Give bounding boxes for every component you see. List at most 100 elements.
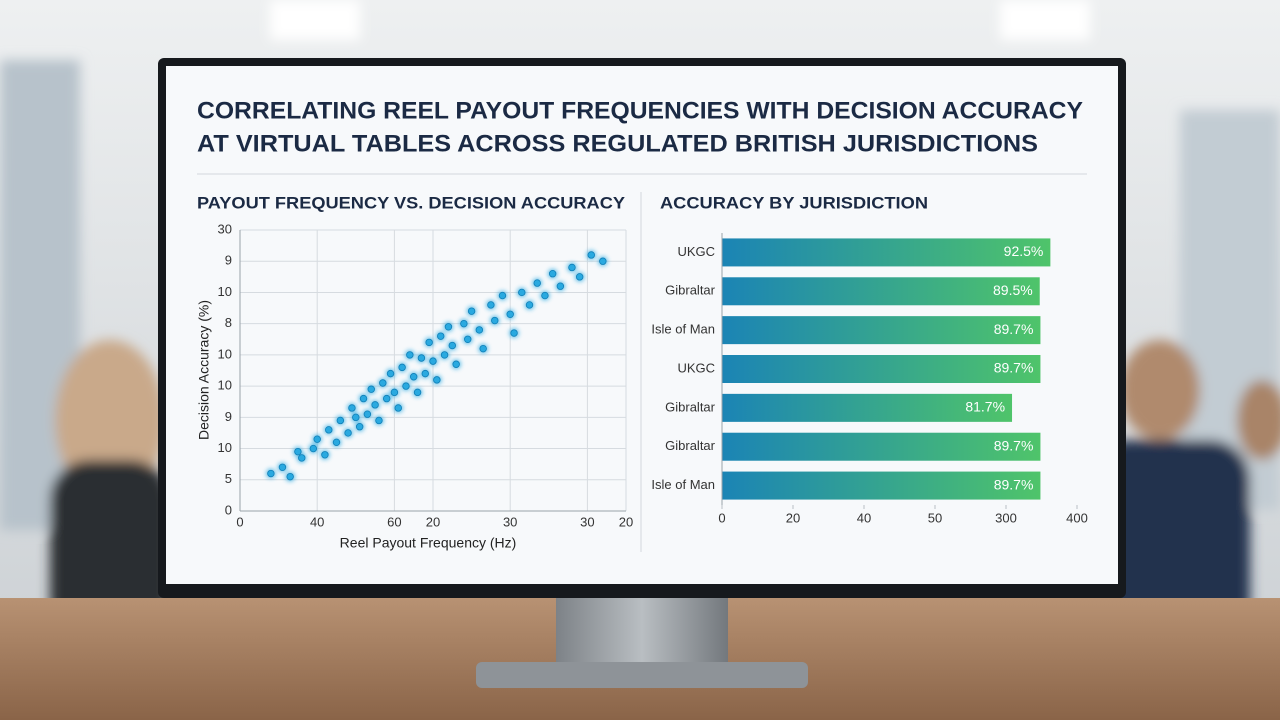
ceiling-light xyxy=(270,0,360,40)
scatter-point xyxy=(444,323,453,331)
y-tick-label: 10 xyxy=(218,378,232,393)
y-tick-label: 5 xyxy=(225,471,232,486)
y-tick-label: 10 xyxy=(218,346,232,361)
value-label: 89.7% xyxy=(994,437,1034,453)
value-label: 89.7% xyxy=(994,321,1034,337)
scatter-point xyxy=(460,319,468,328)
scatter-point xyxy=(464,335,472,343)
y-tick-label: 10 xyxy=(218,440,232,455)
scatter-point xyxy=(410,373,418,381)
person xyxy=(1090,440,1250,640)
scatter-point xyxy=(568,263,576,272)
scatter-point xyxy=(467,307,476,315)
x-tick-label: 40 xyxy=(857,510,871,525)
scatter-point xyxy=(398,363,406,372)
x-axis-label: Reel Payout Frequency (Hz) xyxy=(340,535,517,551)
scatter-point xyxy=(440,351,449,359)
scatter-point xyxy=(421,369,429,378)
y-tick-label: 10 xyxy=(218,284,232,299)
value-label: 81.7% xyxy=(965,399,1005,415)
value-label: 89.7% xyxy=(994,476,1034,492)
scatter-point xyxy=(313,435,321,443)
scatter-point xyxy=(433,376,441,384)
scatter-point xyxy=(506,310,514,318)
x-tick-label: 20 xyxy=(786,510,800,525)
scatter-point xyxy=(599,257,607,265)
scatter-point xyxy=(402,382,410,390)
scatter-point xyxy=(321,451,329,459)
scatter-point xyxy=(386,369,395,378)
scatter-point xyxy=(294,447,302,456)
scatter-point xyxy=(267,469,275,478)
category-label: Isle of Man xyxy=(651,322,715,337)
x-tick-label: 50 xyxy=(928,510,942,525)
scatter-point xyxy=(525,301,534,309)
y-tick-label: 9 xyxy=(225,409,232,424)
x-tick-label: 30 xyxy=(503,514,517,529)
scatter-point xyxy=(348,404,356,412)
page-title: AT VIRTUAL TABLES ACROSS REGULATED BRITI… xyxy=(197,130,1038,157)
scatter-point xyxy=(379,379,387,387)
scatter-point xyxy=(487,301,495,309)
scatter-point xyxy=(587,251,595,259)
category-label: Gibraltar xyxy=(665,399,716,414)
scatter-point xyxy=(309,444,318,453)
scatter-point xyxy=(367,385,375,393)
scatter-point xyxy=(352,413,360,422)
category-label: Gibraltar xyxy=(665,283,716,298)
x-tick-label: 0 xyxy=(236,514,243,529)
y-axis-label: Decision Accuracy (%) xyxy=(196,300,212,440)
scatter-point xyxy=(355,423,364,431)
x-tick-label: 40 xyxy=(310,514,324,529)
scatter-point xyxy=(371,401,379,409)
person xyxy=(1120,340,1200,440)
page-title: CORRELATING REEL PAYOUT FREQUENCIES WITH… xyxy=(197,97,1083,124)
scatter-point xyxy=(498,291,507,300)
scatter-point xyxy=(429,357,437,365)
x-tick-label: 400 xyxy=(1066,510,1088,525)
scatter-point xyxy=(448,341,456,350)
bar xyxy=(722,277,1040,306)
scatter-point xyxy=(479,344,487,353)
bar xyxy=(722,432,1041,461)
scatter-point xyxy=(548,270,557,278)
scatter-point xyxy=(278,463,287,471)
scatter-point xyxy=(510,329,518,337)
x-tick-label: 300 xyxy=(995,510,1017,525)
scatter-point xyxy=(344,429,352,437)
office-backdrop xyxy=(0,0,1280,640)
scatter-point xyxy=(298,454,306,462)
scatter-point xyxy=(375,416,383,425)
value-label: 89.5% xyxy=(993,282,1033,298)
monitor-stand xyxy=(556,592,728,666)
person xyxy=(50,460,170,640)
ceiling-light xyxy=(1000,0,1090,40)
person xyxy=(55,340,165,500)
scatter-point xyxy=(286,472,294,481)
x-tick-label: 20 xyxy=(426,514,440,529)
scatter-point xyxy=(394,404,402,412)
x-tick-label: 20 xyxy=(619,514,633,529)
scatter-point xyxy=(425,338,433,347)
scatter-point xyxy=(390,388,399,397)
scatter-point xyxy=(475,326,484,334)
category-label: Isle of Man xyxy=(651,477,715,492)
scatter-point xyxy=(332,438,341,447)
bar xyxy=(722,238,1051,267)
monitor-base xyxy=(476,662,808,688)
bar xyxy=(722,355,1041,383)
scatter-point xyxy=(413,388,422,397)
scatter-point xyxy=(491,316,499,325)
x-tick-label: 60 xyxy=(387,514,401,529)
scatter-point xyxy=(382,394,391,403)
scatter-point xyxy=(417,354,426,362)
scatter-point xyxy=(363,410,372,418)
category-label: UKGC xyxy=(677,244,715,259)
scatter-point xyxy=(452,360,460,368)
scatter-point xyxy=(518,288,526,297)
category-label: UKGC xyxy=(677,360,715,375)
person xyxy=(1237,380,1280,460)
scatter-point xyxy=(325,426,333,434)
